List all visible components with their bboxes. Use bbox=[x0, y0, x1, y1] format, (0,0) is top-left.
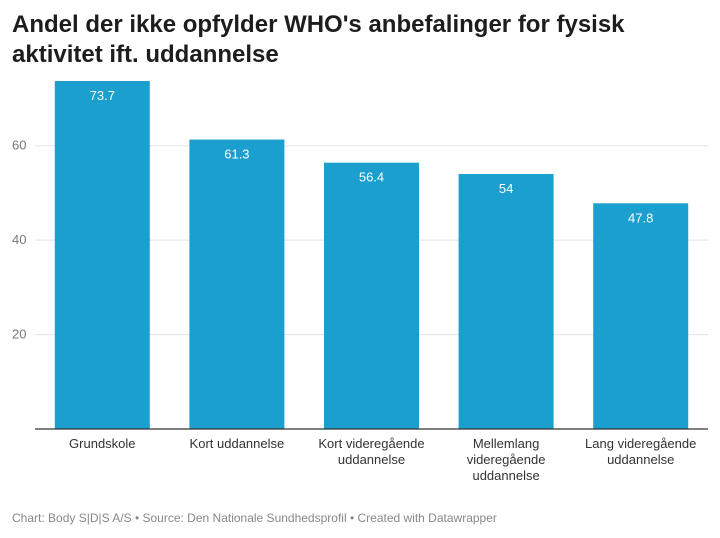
bar bbox=[593, 203, 689, 429]
chart-title: Andel der ikke opfylder WHO's anbefaling… bbox=[12, 11, 625, 68]
y-tick-label: 40 bbox=[12, 232, 26, 247]
bar-value-label: 56.4 bbox=[359, 170, 384, 185]
y-tick-label: 60 bbox=[12, 138, 26, 153]
x-category-label: Lang videregående uddannelse bbox=[585, 436, 696, 467]
bar-value-label: 47.8 bbox=[628, 210, 653, 225]
bar-value-label: 61.3 bbox=[224, 147, 249, 162]
y-tick-label: 20 bbox=[12, 327, 26, 342]
x-category-label: Mellemlang videregående uddannelse bbox=[467, 436, 546, 483]
x-category-label: Grundskole bbox=[69, 436, 135, 451]
chart-footer: Chart: Body S|D|S A/S • Source: Den Nati… bbox=[12, 511, 497, 525]
bar-value-label: 54 bbox=[499, 181, 513, 196]
x-category-label: Kort videregående uddannelse bbox=[318, 436, 424, 467]
bar bbox=[189, 139, 285, 429]
bar-value-label: 73.7 bbox=[90, 88, 115, 103]
bar bbox=[54, 81, 150, 429]
bar bbox=[324, 162, 419, 429]
x-category-label: Kort uddannelse bbox=[190, 436, 285, 451]
bar bbox=[458, 174, 554, 429]
